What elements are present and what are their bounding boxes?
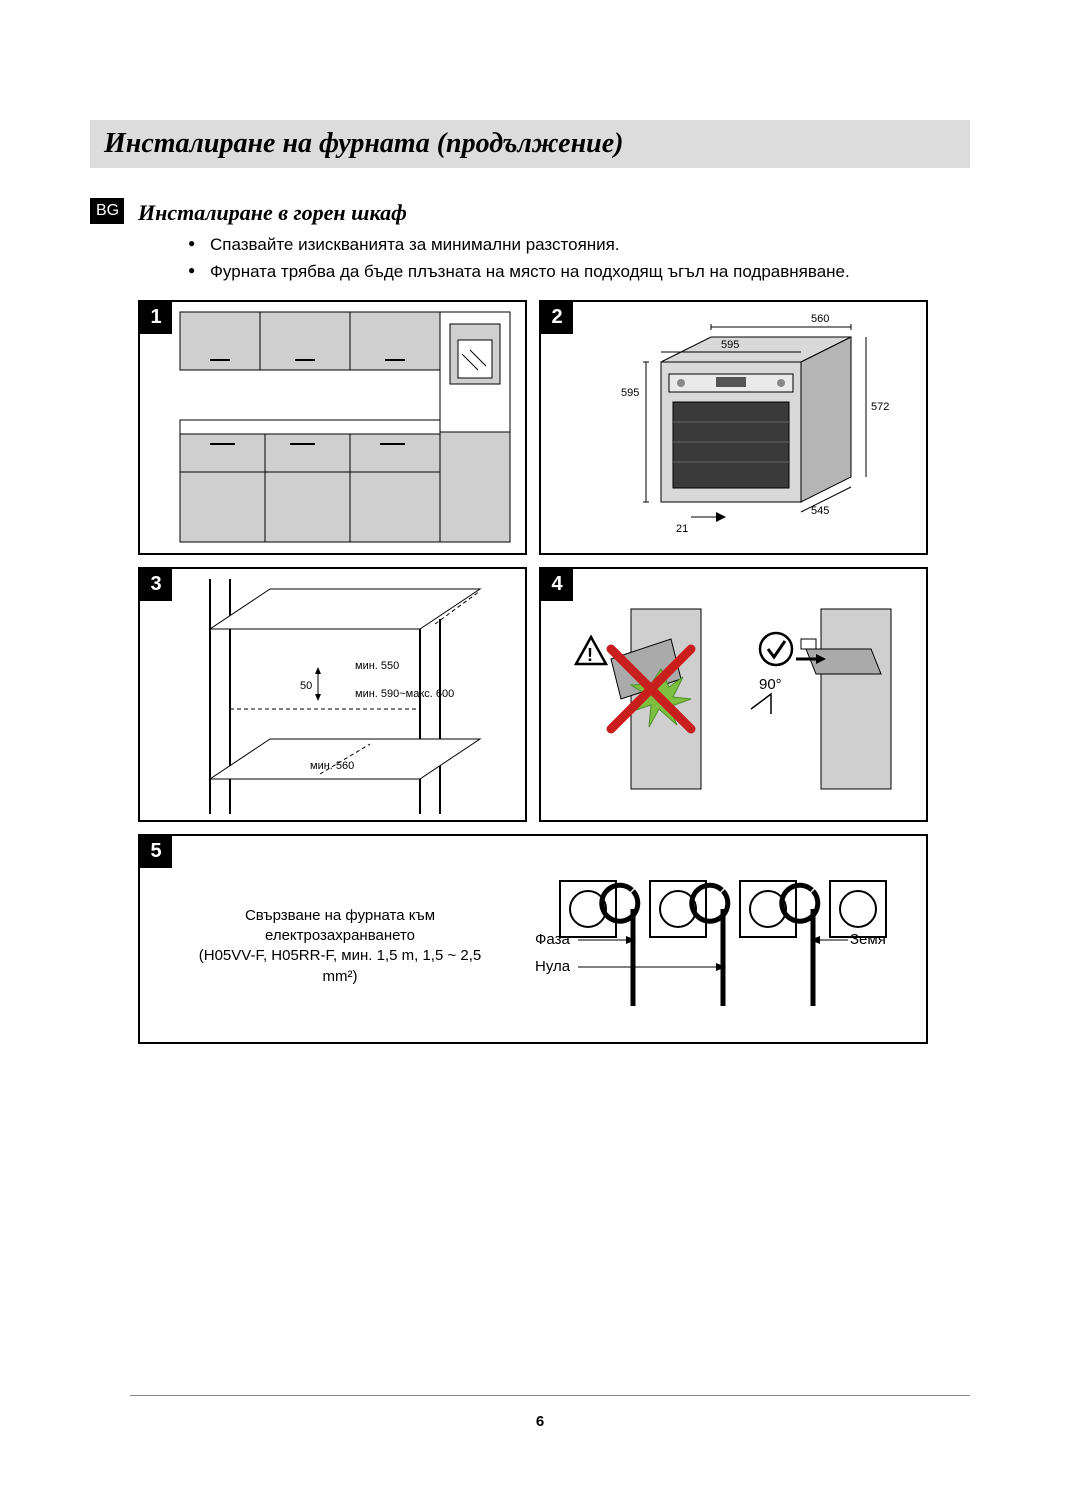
- figure-row: 3 мин. 550 50: [138, 567, 928, 822]
- dim-front-width: 595: [721, 339, 739, 351]
- dim-top-depth: мин. 550: [355, 660, 399, 672]
- wiring-drawing: Фаза Нула Земя: [140, 836, 930, 1046]
- cabinet-drawing: [140, 302, 526, 557]
- label-phase: Фаза: [535, 931, 570, 948]
- language-badge: BG: [90, 198, 124, 224]
- dim-bottom-gap: 21: [676, 523, 688, 535]
- dim-50: 50: [300, 680, 312, 692]
- figure-grid: 1: [138, 300, 928, 1044]
- figure-3-cavity-dimensions: 3 мин. 550 50: [138, 567, 527, 822]
- page-number: 6: [0, 1413, 1080, 1430]
- svg-text:!: !: [587, 645, 593, 665]
- dim-width: мин. 590~макс. 600: [355, 688, 454, 700]
- dim-top-depth: 560: [811, 313, 829, 325]
- label-earth: Земя: [850, 931, 886, 948]
- dim-depth-side: 572: [871, 401, 889, 413]
- figure-4-insertion-angle: 4 ! 90°: [539, 567, 928, 822]
- section-header-row: BG Инсталиране в горен шкаф: [90, 198, 970, 226]
- figure-row: 5 Свързване на фурната към електрозахран…: [138, 834, 928, 1044]
- dim-depth-bottom: 545: [811, 505, 829, 517]
- bullet-item: Фурната трябва да бъде плъзната на място…: [188, 261, 970, 284]
- dim-front-height: 595: [621, 387, 639, 399]
- angle-label: 90°: [759, 676, 782, 693]
- angle-drawing: ! 90°: [541, 569, 927, 824]
- figure-1-cabinet: 1: [138, 300, 527, 555]
- bullet-item: Спазвайте изискванията за минимални разс…: [188, 234, 970, 257]
- page-title-bar: Инсталиране на фурната (продължение): [90, 120, 970, 168]
- figure-row: 1: [138, 300, 928, 555]
- footer-rule: [130, 1395, 970, 1396]
- bullet-list: Спазвайте изискванията за минимални разс…: [148, 234, 970, 284]
- dim-bottom-depth: мин. 560: [310, 760, 354, 772]
- page-title: Инсталиране на фурната (продължение): [104, 128, 623, 159]
- cavity-drawing: мин. 550 50 мин. 590~макс. 600 мин. 560: [140, 569, 526, 824]
- label-neutral: Нула: [535, 958, 571, 975]
- section-title: Инсталиране в горен шкаф: [138, 200, 407, 226]
- oven-dimensions-drawing: 560 595 595 572 545 21: [541, 302, 927, 557]
- page: Инсталиране на фурната (продължение) BG …: [0, 0, 1080, 1486]
- figure-2-dimensions: 2 560: [539, 300, 928, 555]
- figure-5-wiring: 5 Свързване на фурната към електрозахран…: [138, 834, 928, 1044]
